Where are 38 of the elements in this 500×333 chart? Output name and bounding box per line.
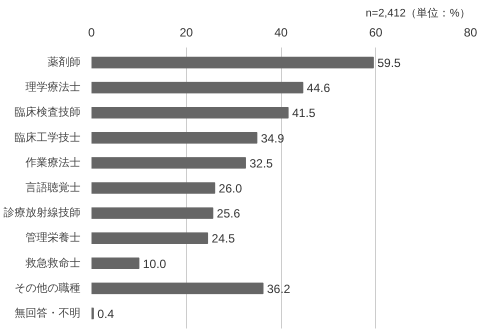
- x-tick-label: 80: [464, 26, 478, 40]
- y-tick-label: 言語聴覚士: [26, 181, 80, 194]
- y-tick-label: 臨床検査技師: [14, 106, 80, 119]
- bar: [92, 82, 304, 94]
- data-label: 32.5: [249, 156, 274, 170]
- y-tick-label: 管理栄養士: [26, 231, 80, 244]
- x-tick-label: 40: [274, 26, 288, 40]
- x-tick-label: 60: [369, 26, 383, 40]
- text: n=2,412（単位：%）: [366, 8, 471, 20]
- bar: [92, 132, 258, 144]
- data-label: 41.5: [292, 106, 316, 120]
- y-tick-label: 無回答・不明: [14, 307, 80, 320]
- data-label: 34.9: [260, 131, 285, 146]
- y-tick-label: 臨床工学技士: [14, 130, 80, 144]
- data-label: 10.0: [142, 256, 167, 271]
- bar: [92, 182, 216, 194]
- y-tick-label: その他の職種: [14, 281, 80, 294]
- data-label: 36.2: [266, 282, 291, 296]
- bar: [92, 157, 246, 169]
- y-tick-label: 診療放射線技師: [4, 206, 80, 220]
- data-label: 25.6: [216, 206, 240, 221]
- x-tick-label: 0: [88, 26, 96, 40]
- data-label: 59.5: [377, 56, 402, 70]
- data-label: 24.5: [212, 232, 236, 246]
- x-tick-label: 20: [180, 26, 194, 40]
- bar: [92, 258, 140, 270]
- y-tick-label: 救急救命士: [24, 256, 80, 270]
- bar: [92, 56, 374, 68]
- y-tick-label: 作業療法士: [24, 156, 80, 169]
- data-label: 44.6: [306, 81, 330, 96]
- data-label: 0.4: [97, 306, 114, 321]
- bar: [92, 232, 208, 244]
- bar: [92, 282, 264, 294]
- data-label: 26.0: [218, 182, 242, 196]
- bar: [92, 207, 214, 219]
- bar: [92, 106, 289, 118]
- y-tick-label: 薬剤師: [48, 56, 80, 69]
- y-tick-label: 理学療法士: [26, 80, 80, 94]
